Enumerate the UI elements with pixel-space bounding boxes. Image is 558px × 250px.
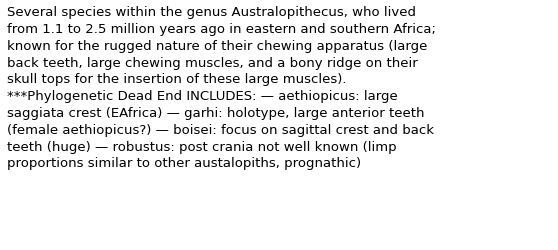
Text: Several species within the genus Australopithecus, who lived
from 1.1 to 2.5 mil: Several species within the genus Austral… [7,6,436,170]
